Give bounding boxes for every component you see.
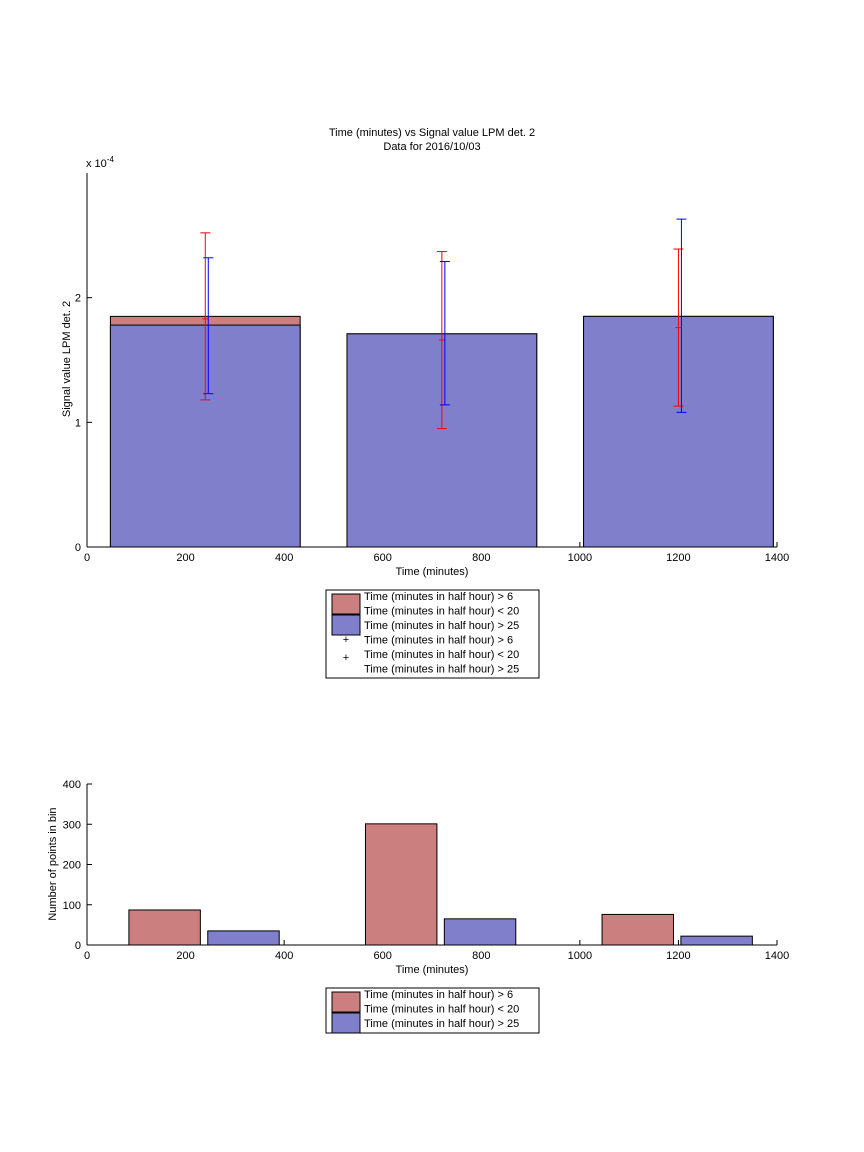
x-tick-label: 600 [374, 552, 392, 564]
chart-title: Time (minutes) vs Signal value LPM det. … [329, 127, 535, 139]
count-chart: 0 200 400 600 800 1000 1200 1400 0 100 200 300 400 T… [47, 779, 789, 1034]
y-tick-label: 300 [63, 819, 81, 831]
legend-entry: Time (minutes in half hour) > 25 [364, 620, 519, 632]
legend-box [325, 589, 540, 679]
x-tick-label: 400 [275, 552, 293, 564]
y-tick-label: 2 [75, 293, 81, 305]
x-tick-label: 1200 [666, 552, 690, 564]
y-axis-label: Signal value LPM det. 2 [61, 301, 73, 417]
legend-swatch [331, 991, 361, 1013]
legend-swatch [331, 593, 361, 615]
legend: Time (minutes in half hour) > 6 Time (min… [325, 589, 540, 679]
y-tick-label: 400 [63, 779, 81, 791]
bar [207, 930, 280, 946]
legend-entry: Time (minutes in half hour) > 25 [364, 664, 519, 676]
legend-marker: + [343, 652, 349, 664]
legend-swatch [331, 1012, 361, 1034]
x-tick-label: 200 [176, 552, 194, 564]
legend-swatch [331, 614, 361, 636]
x-tick-label: 600 [374, 950, 392, 962]
legend-box [325, 987, 540, 1034]
x-tick-label: 1400 [765, 950, 789, 962]
legend-entry: Time (minutes in half hour) > 25 [364, 1018, 519, 1030]
bar [601, 913, 674, 946]
x-axis-label: Time (minutes) [396, 566, 469, 578]
legend-marker: + [343, 634, 349, 646]
x-tick-label: 1400 [765, 552, 789, 564]
x-tick-label: 1000 [568, 950, 592, 962]
x-tick-label: 0 [84, 950, 90, 962]
x-tick-label: 0 [84, 552, 90, 564]
bar [128, 909, 201, 946]
y-tick-label: 1 [75, 417, 81, 429]
bar [443, 918, 517, 946]
x-tick-label: 400 [275, 950, 293, 962]
y-exponent-label: x 10-4 [86, 155, 114, 170]
y-tick-label: 0 [75, 542, 81, 554]
y-tick-label: 200 [63, 860, 81, 872]
legend-entry: Time (minutes in half hour) < 20 [364, 1004, 519, 1016]
legend-entry: Time (minutes in half hour) > 6 [364, 591, 513, 603]
x-tick-label: 1200 [666, 950, 690, 962]
x-tick-label: 1000 [568, 552, 592, 564]
legend-entry: Time (minutes in half hour) > 6 [364, 989, 513, 1001]
legend: Time (minutes in half hour) > 6 Time (min… [325, 987, 540, 1034]
legend-entry: Time (minutes in half hour) < 20 [364, 606, 519, 618]
x-tick-label: 800 [472, 552, 490, 564]
bar [583, 315, 774, 548]
x-tick-label: 200 [176, 950, 194, 962]
y-tick-label: 100 [63, 900, 81, 912]
x-tick-label: 800 [472, 950, 490, 962]
signal-chart: Time (minutes) vs Signal value LPM det. … [61, 127, 789, 679]
legend-entry: Time (minutes in half hour) < 20 [364, 649, 519, 661]
y-axis-label: Number of points in bin [47, 807, 59, 920]
x-axis-label: Time (minutes) [396, 964, 469, 976]
legend-entry: Time (minutes in half hour) > 6 [364, 635, 513, 647]
bar [364, 823, 438, 946]
y-tick-label: 0 [75, 940, 81, 952]
bar [680, 935, 753, 946]
chart-subtitle: Data for 2016/10/03 [383, 141, 480, 153]
